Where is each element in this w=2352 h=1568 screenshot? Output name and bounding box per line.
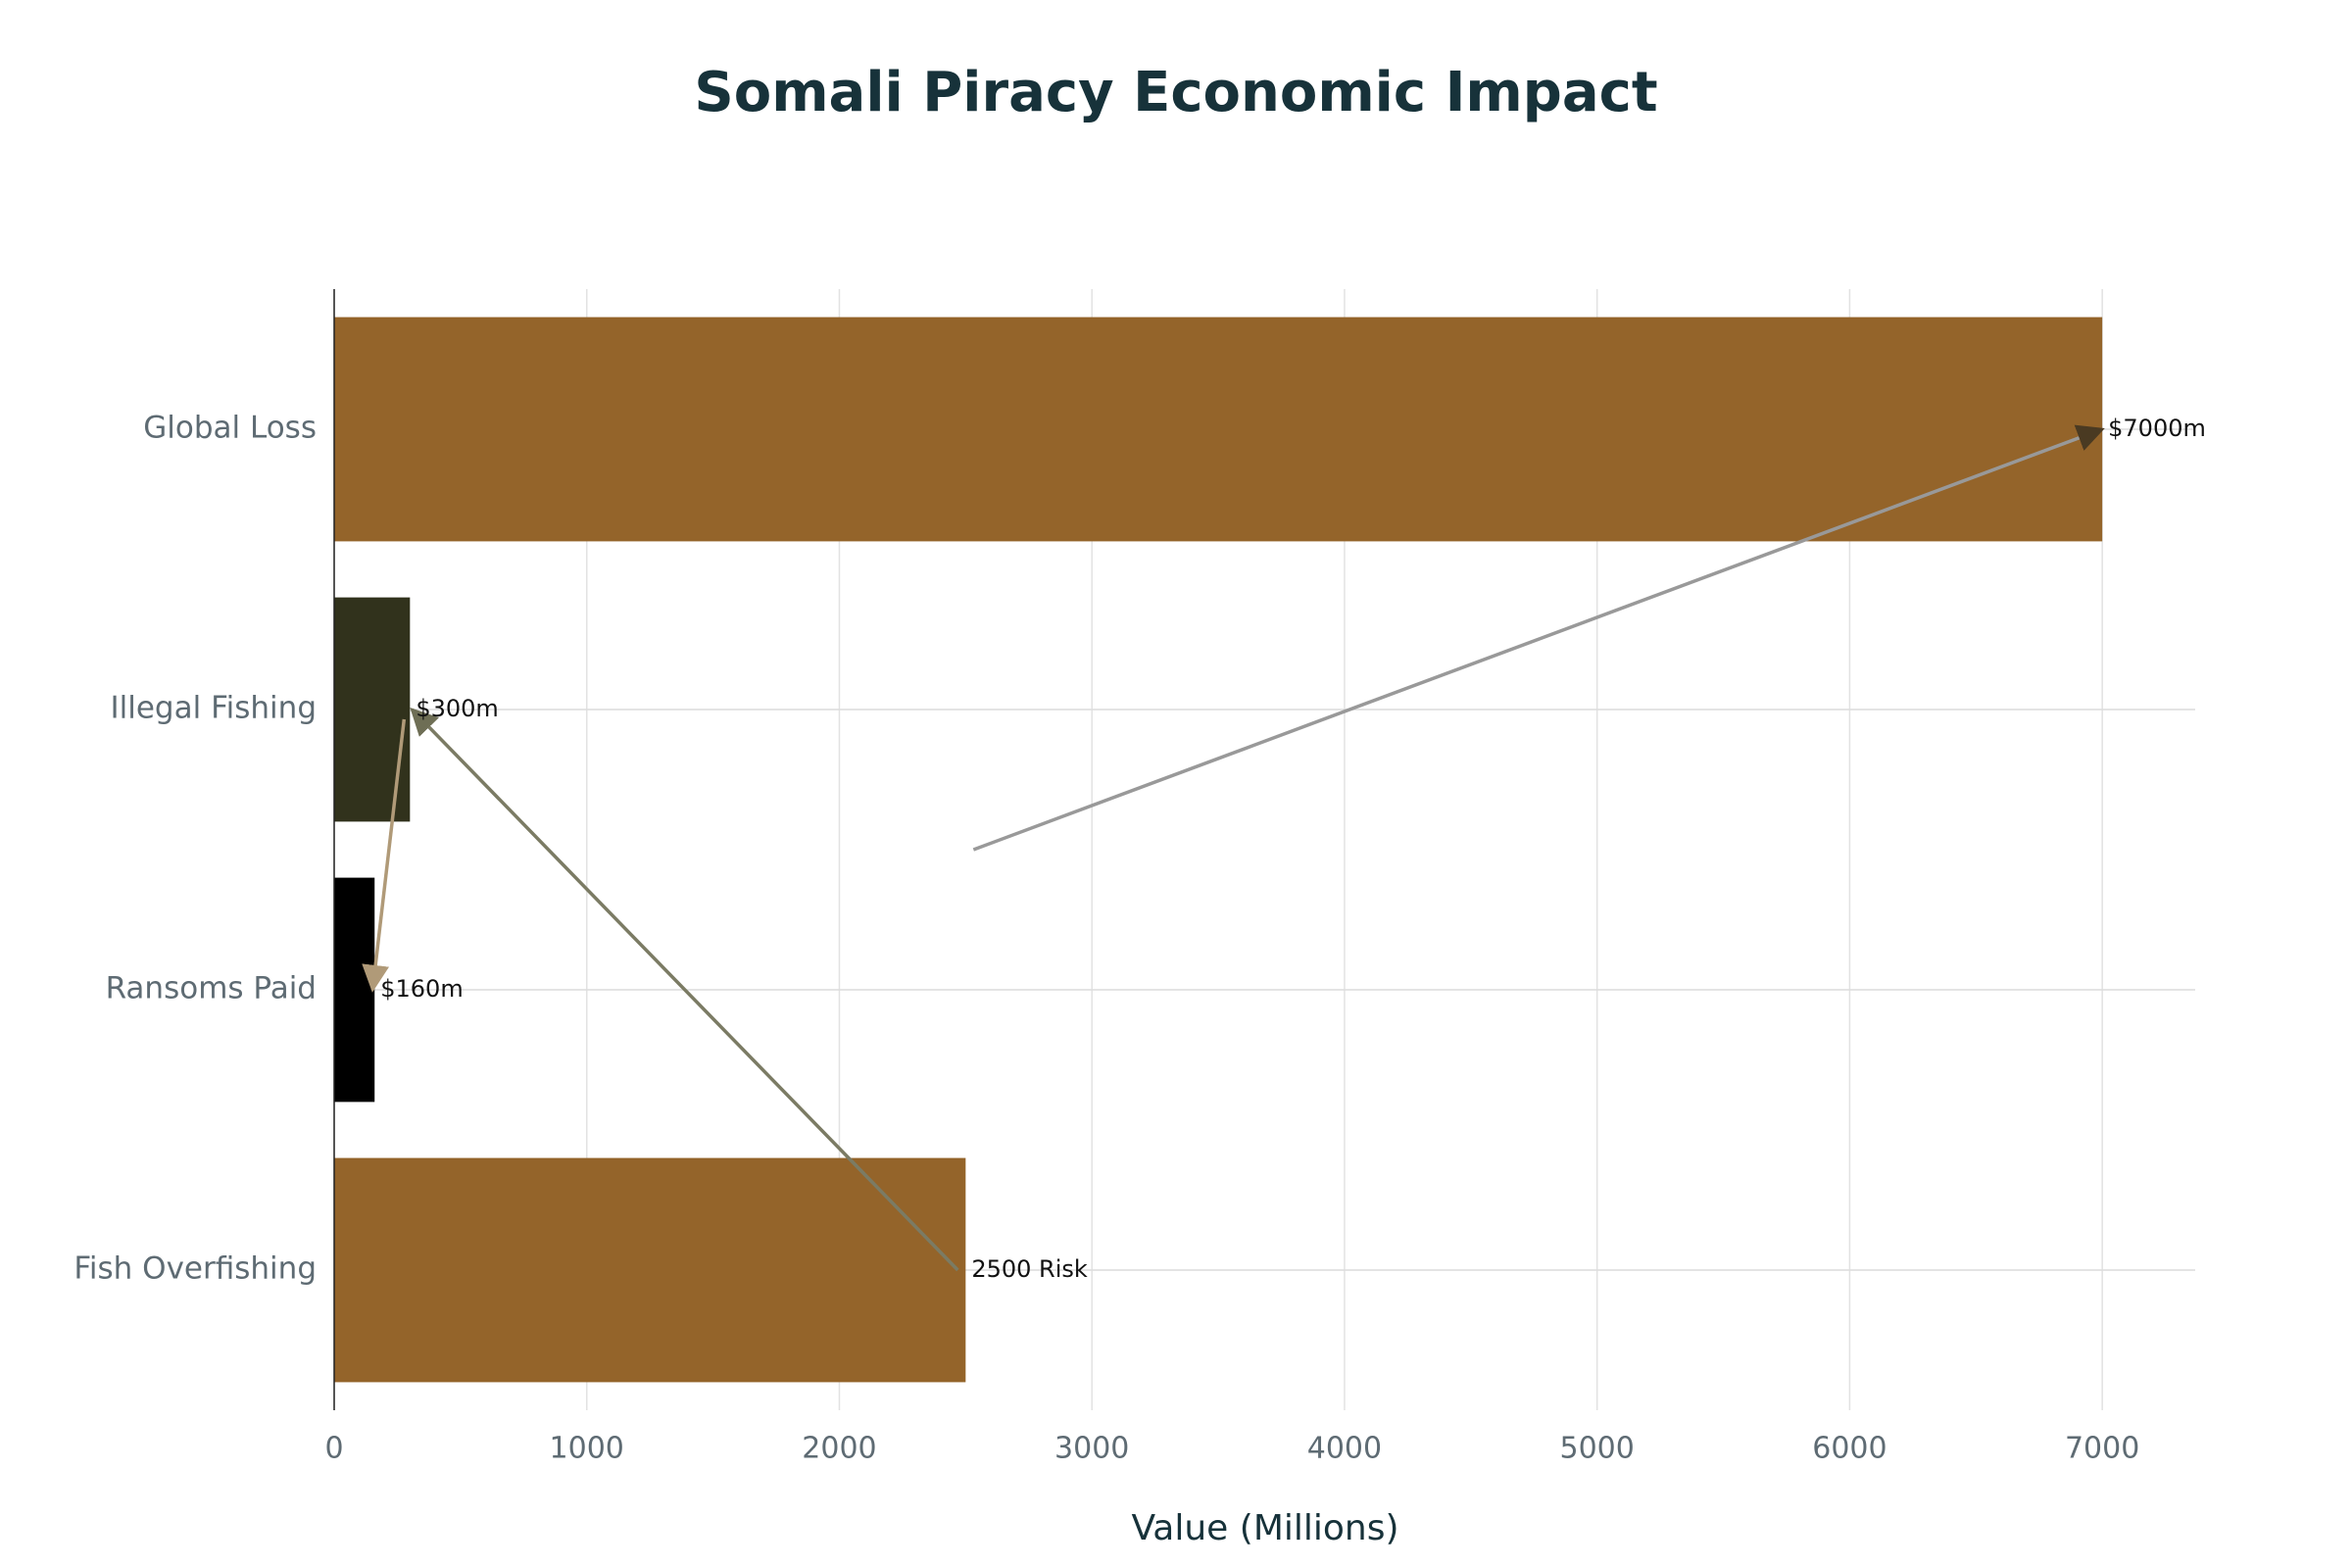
x-tick-label: 3000 (1054, 1432, 1129, 1466)
value-label: $7000m (2108, 415, 2206, 442)
value-label: 2500 Risk (971, 1255, 1088, 1283)
x-tick-label: 7000 (2065, 1432, 2139, 1466)
chart-title: Somali Piracy Economic Impact (694, 61, 1657, 124)
bar (334, 597, 411, 822)
value-label: $300m (416, 695, 498, 722)
bar (334, 1157, 966, 1383)
x-tick-label: 1000 (550, 1432, 624, 1466)
y-tick-label: Global Loss (143, 411, 317, 446)
annotation-arrow (410, 707, 959, 1272)
x-tick-label: 5000 (1560, 1432, 1635, 1466)
y-tick-label: Illegal Fishing (110, 691, 317, 726)
annotation-arrow (972, 424, 2105, 852)
value-label: $160m (380, 975, 463, 1003)
y-tick-label: Fish Overfishing (74, 1251, 317, 1287)
x-tick-label: 0 (324, 1432, 343, 1466)
y-tick-label: Ransoms Paid (106, 971, 317, 1006)
x-tick-label: 6000 (1812, 1432, 1886, 1466)
bar (334, 877, 375, 1102)
x-axis-title: Value (Millions) (1131, 1508, 1398, 1548)
bar (334, 317, 2103, 542)
x-tick-label: 2000 (802, 1432, 876, 1466)
x-tick-label: 4000 (1307, 1432, 1382, 1466)
annotation-arrow (362, 718, 407, 993)
